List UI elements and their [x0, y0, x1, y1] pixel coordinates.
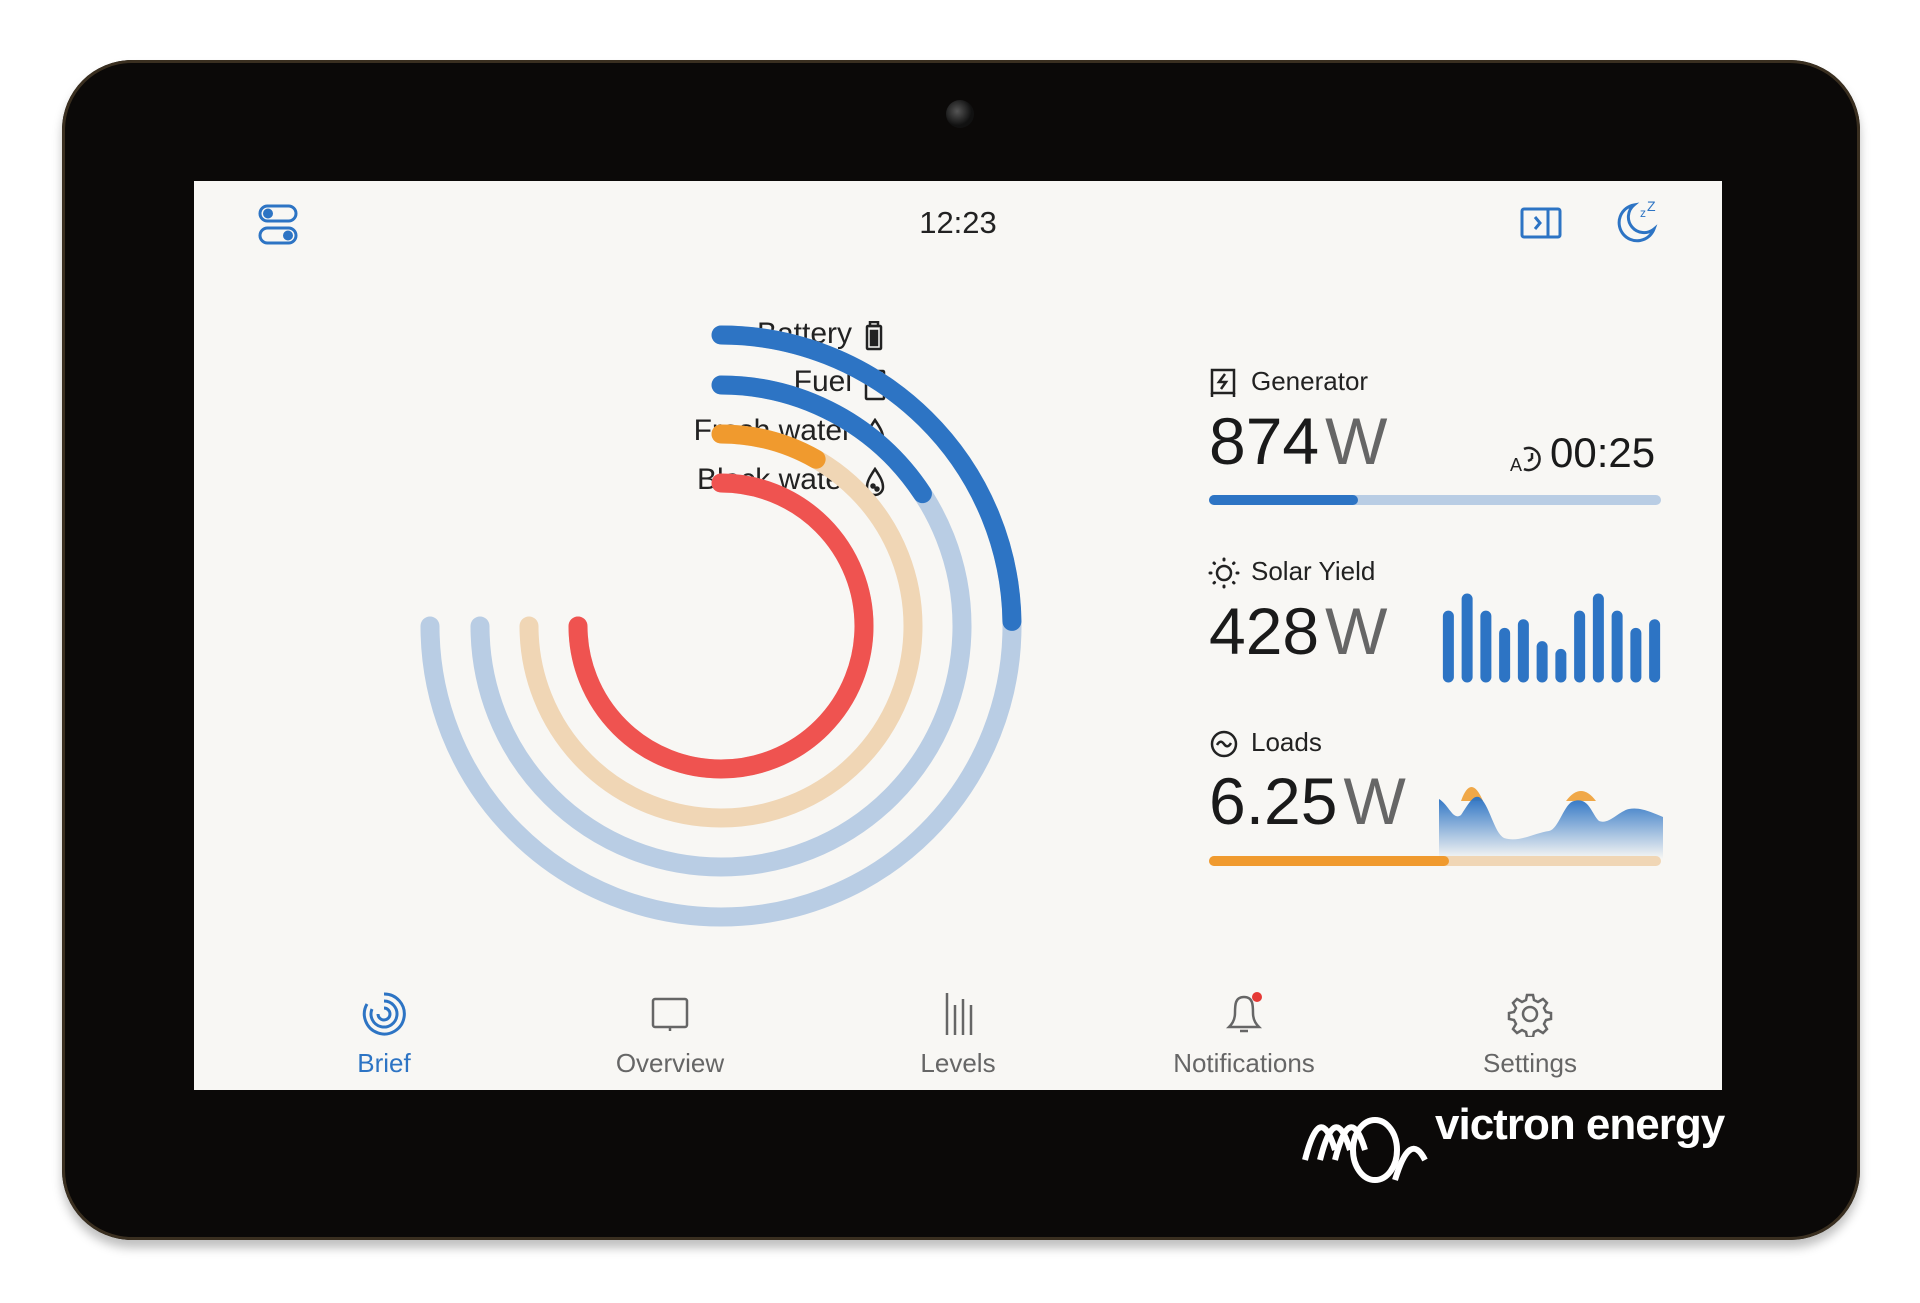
nav-notifications[interactable]: Notifications [1144, 991, 1344, 1079]
black-water-drop-icon [864, 466, 886, 502]
nav-settings[interactable]: Settings [1430, 991, 1630, 1079]
ring-track-2 [519, 424, 923, 828]
ring-fill-3 [568, 473, 874, 779]
auto-start-timer-icon: A [1510, 443, 1544, 478]
nav-overview-label: Overview [615, 1048, 725, 1078]
solar-title: Solar Yield [1251, 556, 1376, 586]
camera [946, 100, 974, 128]
generator-title: Generator [1251, 366, 1369, 396]
nav-levels[interactable]: Levels [858, 991, 1058, 1079]
nav-notifications-label: Notifications [1173, 1048, 1315, 1078]
loads-progress-fill [1209, 856, 1449, 866]
victron-energy-logo: victron energy [1300, 1100, 1725, 1195]
ac-wave-icon [1209, 729, 1239, 764]
loads-title: Loads [1251, 727, 1322, 757]
overview-icon [651, 997, 689, 1031]
gear-icon [1507, 993, 1553, 1039]
levels-ring-chart [420, 325, 1022, 927]
loads-peak-2 [1566, 791, 1596, 801]
solar-value: 428W [1209, 593, 1387, 669]
svg-text:A: A [1510, 455, 1522, 473]
svg-text:z: z [1640, 206, 1646, 220]
solar-bar-chart [1442, 593, 1661, 683]
nav-levels-label: Levels [920, 1048, 996, 1078]
solar-unit: W [1325, 594, 1388, 668]
loads-area-chart [1439, 787, 1663, 859]
loads-unit: W [1343, 764, 1406, 838]
sun-icon [1208, 557, 1240, 594]
battery-icon [864, 320, 884, 356]
generator-value: 874W [1209, 403, 1387, 479]
nav-brief[interactable]: Brief [284, 991, 484, 1079]
generator-progress-fill [1209, 495, 1359, 505]
loads-value: 6.25W [1209, 763, 1406, 839]
ring-fill-2 [711, 424, 826, 469]
loads-progress-bar [1209, 856, 1661, 866]
sidebar-panel-icon[interactable] [1520, 207, 1562, 244]
nav-brief-label: Brief [357, 1048, 411, 1078]
brand-name: victron energy [1435, 1100, 1725, 1149]
generator-unit: W [1325, 404, 1388, 478]
svg-text:Z: Z [1647, 199, 1656, 214]
brief-icon [362, 992, 406, 1036]
ring-fill-0 [711, 325, 1022, 631]
levels-icon [945, 993, 973, 1035]
generator-timer: 00:25 [1550, 429, 1656, 476]
generator-progress-bar [1209, 495, 1661, 505]
victron-swirl-logo [1302, 1117, 1428, 1183]
loads-value-number: 6.25 [1209, 764, 1338, 838]
notification-badge [1252, 992, 1262, 1002]
nav-overview[interactable]: Overview [570, 991, 770, 1079]
toggle-switches-icon[interactable] [258, 203, 298, 252]
loads-area [1439, 796, 1663, 859]
clock: 12:23 [919, 205, 997, 240]
ring-fill-1 [711, 375, 932, 504]
generator-value-number: 874 [1209, 404, 1320, 478]
solar-value-number: 428 [1209, 594, 1320, 668]
nav-settings-label: Settings [1483, 1048, 1577, 1078]
bell-icon [1225, 992, 1263, 1033]
generator-icon [1210, 368, 1236, 403]
